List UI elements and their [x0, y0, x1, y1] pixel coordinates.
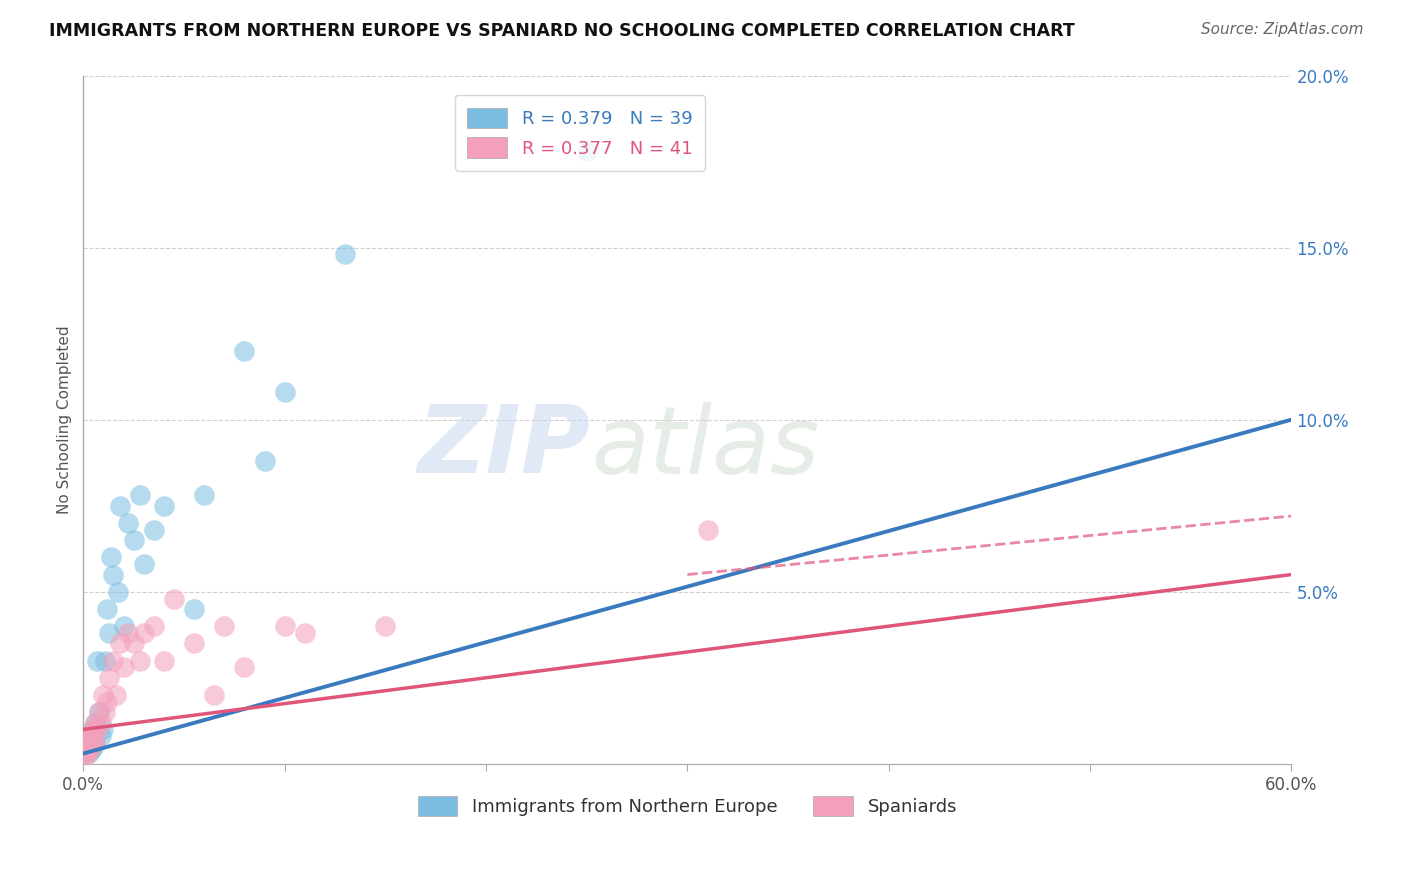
Point: [202, 688, 225, 702]
Point: [82, 739, 104, 754]
Point: [80, 729, 103, 743]
Point: [76, 739, 98, 754]
Legend: Immigrants from Northern Europe, Spaniards: Immigrants from Northern Europe, Spaniar…: [411, 789, 965, 823]
Point: [84, 715, 107, 730]
Text: IMMIGRANTS FROM NORTHERN EUROPE VS SPANIARD NO SCHOOLING COMPLETED CORRELATION C: IMMIGRANTS FROM NORTHERN EUROPE VS SPANI…: [49, 22, 1076, 40]
Point: [273, 619, 295, 633]
Point: [122, 636, 145, 650]
Point: [76, 736, 98, 750]
Point: [163, 591, 186, 606]
Text: ZIP: ZIP: [418, 401, 591, 493]
Point: [79, 747, 101, 761]
Point: [98, 626, 121, 640]
Point: [75, 739, 97, 754]
Point: [112, 619, 135, 633]
Point: [108, 499, 131, 513]
Point: [80, 729, 103, 743]
Point: [89, 705, 111, 719]
Point: [84, 732, 107, 747]
Point: [79, 732, 101, 747]
Point: [96, 695, 118, 709]
Point: [79, 739, 101, 754]
Point: [100, 550, 122, 565]
Y-axis label: No Schooling Completed: No Schooling Completed: [58, 326, 72, 514]
Point: [93, 723, 115, 737]
Point: [82, 723, 104, 737]
Point: [142, 523, 165, 537]
Point: [128, 654, 150, 668]
Point: [75, 747, 97, 761]
Point: [82, 723, 104, 737]
Point: [90, 729, 112, 743]
Point: [84, 736, 107, 750]
Point: [86, 723, 108, 737]
Point: [90, 715, 112, 730]
Point: [333, 247, 356, 261]
Point: [75, 747, 97, 761]
Point: [575, 145, 598, 159]
Point: [94, 705, 117, 719]
Point: [153, 499, 176, 513]
Point: [79, 729, 101, 743]
Point: [128, 488, 150, 502]
Point: [233, 660, 256, 674]
Point: [108, 636, 131, 650]
Point: [82, 736, 104, 750]
Point: [117, 516, 139, 530]
Point: [273, 385, 295, 400]
Point: [75, 743, 97, 757]
Point: [107, 584, 129, 599]
Point: [103, 567, 125, 582]
Point: [212, 619, 235, 633]
Point: [76, 732, 98, 747]
Point: [132, 558, 155, 572]
Point: [98, 671, 121, 685]
Point: [79, 736, 101, 750]
Point: [103, 654, 125, 668]
Point: [122, 533, 145, 548]
Point: [93, 688, 115, 702]
Point: [294, 626, 316, 640]
Point: [132, 626, 155, 640]
Point: [80, 739, 103, 754]
Point: [117, 626, 139, 640]
Point: [75, 739, 97, 754]
Point: [696, 523, 718, 537]
Point: [374, 619, 396, 633]
Point: [84, 715, 107, 730]
Point: [80, 743, 103, 757]
Text: Source: ZipAtlas.com: Source: ZipAtlas.com: [1201, 22, 1364, 37]
Point: [89, 705, 111, 719]
Point: [76, 747, 98, 761]
Text: atlas: atlas: [591, 401, 818, 492]
Point: [233, 343, 256, 358]
Point: [112, 660, 135, 674]
Point: [183, 636, 205, 650]
Point: [86, 654, 108, 668]
Point: [142, 619, 165, 633]
Point: [94, 654, 117, 668]
Point: [96, 602, 118, 616]
Point: [153, 654, 176, 668]
Point: [193, 488, 215, 502]
Point: [104, 688, 127, 702]
Point: [79, 743, 101, 757]
Point: [76, 743, 98, 757]
Point: [183, 602, 205, 616]
Point: [253, 454, 276, 468]
Point: [75, 750, 97, 764]
